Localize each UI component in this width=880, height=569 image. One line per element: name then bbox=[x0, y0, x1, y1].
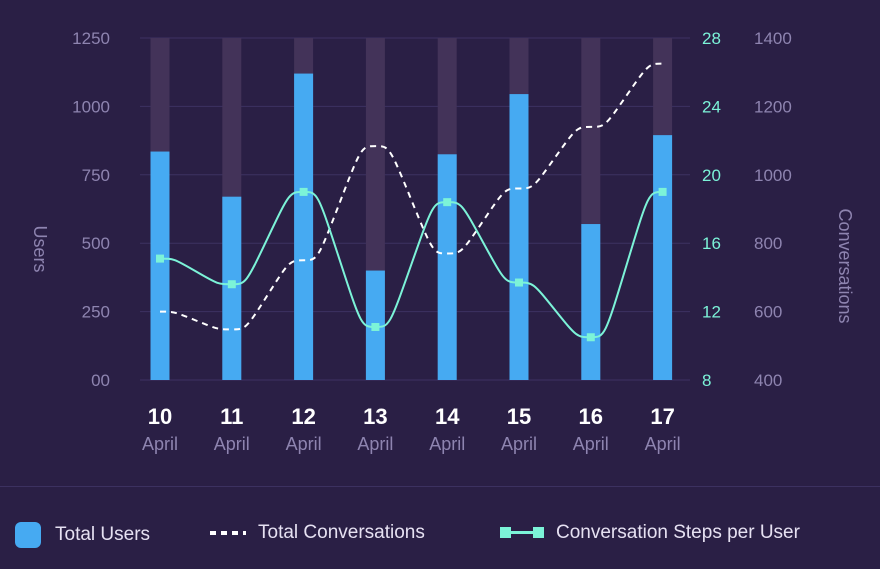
left-tick-label: 00 bbox=[91, 371, 110, 390]
x-tick-label: 11 bbox=[220, 404, 243, 429]
legend-item-conversation-steps[interactable]: Conversation Steps per User bbox=[500, 522, 800, 544]
bar bbox=[653, 135, 672, 380]
steps-marker bbox=[300, 188, 308, 196]
left-tick-label: 1000 bbox=[72, 97, 110, 116]
legend-label-total-users: Total Users bbox=[55, 524, 150, 546]
right-inner-tick-label: 28 bbox=[702, 29, 721, 48]
x-tick-sublabel: April bbox=[573, 434, 609, 454]
dashed-line-swatch-icon bbox=[210, 531, 246, 535]
x-tick-label: 14 bbox=[435, 404, 460, 429]
left-tick-label: 500 bbox=[82, 234, 110, 253]
right-outer-tick-label: 800 bbox=[754, 234, 782, 253]
steps-marker bbox=[587, 333, 595, 341]
x-tick-sublabel: April bbox=[214, 434, 250, 454]
x-tick-sublabel: April bbox=[645, 434, 681, 454]
x-tick-label: 17 bbox=[650, 404, 674, 429]
bar bbox=[294, 74, 313, 380]
steps-marker bbox=[156, 255, 164, 263]
steps-marker bbox=[515, 279, 523, 287]
right-outer-tick-label: 400 bbox=[754, 371, 782, 390]
bar bbox=[581, 224, 600, 380]
left-axis-title: Users bbox=[30, 225, 50, 272]
x-tick-sublabel: April bbox=[429, 434, 465, 454]
right-inner-tick-label: 12 bbox=[702, 303, 721, 322]
x-tick-sublabel: April bbox=[142, 434, 178, 454]
left-tick-label: 1250 bbox=[72, 29, 110, 48]
bar bbox=[151, 152, 170, 380]
marker-line-swatch-icon bbox=[500, 526, 544, 540]
chart: 00 8 400 250 12 600 500 16 800 750 20 1000 1000 24 120… bbox=[0, 0, 880, 486]
left-tick-label: 250 bbox=[82, 303, 110, 322]
total-users-swatch-icon bbox=[15, 522, 41, 548]
steps-marker bbox=[228, 280, 236, 288]
right-outer-tick-label: 1400 bbox=[754, 29, 792, 48]
legend: Total Users Total Conversations Conversa… bbox=[0, 520, 880, 554]
right-inner-tick-label: 8 bbox=[702, 371, 711, 390]
left-tick-label: 750 bbox=[82, 166, 110, 185]
x-tick-label: 16 bbox=[579, 404, 603, 429]
right-outer-tick-label: 1000 bbox=[754, 166, 792, 185]
x-tick-label: 15 bbox=[507, 404, 531, 429]
steps-marker bbox=[443, 198, 451, 206]
right-inner-tick-label: 16 bbox=[702, 234, 721, 253]
bar bbox=[438, 154, 457, 380]
axes: 00 8 400 250 12 600 500 16 800 750 20 1000 1000 24 120… bbox=[72, 29, 792, 454]
x-tick-sublabel: April bbox=[286, 434, 322, 454]
right-axis-title: Conversations bbox=[835, 208, 855, 323]
x-tick-label: 13 bbox=[363, 404, 387, 429]
x-tick-sublabel: April bbox=[357, 434, 393, 454]
right-outer-tick-label: 600 bbox=[754, 303, 782, 322]
legend-item-total-users[interactable]: Total Users bbox=[15, 522, 150, 548]
legend-divider bbox=[0, 486, 880, 487]
legend-label-total-conversations: Total Conversations bbox=[258, 522, 425, 544]
steps-marker bbox=[659, 188, 667, 196]
right-inner-tick-label: 24 bbox=[702, 97, 721, 116]
bar bbox=[510, 94, 529, 380]
x-tick-label: 12 bbox=[291, 404, 315, 429]
steps-marker bbox=[371, 323, 379, 331]
legend-item-total-conversations[interactable]: Total Conversations bbox=[210, 522, 425, 544]
x-tick-label: 10 bbox=[148, 404, 172, 429]
x-tick-sublabel: April bbox=[501, 434, 537, 454]
right-outer-tick-label: 1200 bbox=[754, 97, 792, 116]
legend-label-conversation-steps: Conversation Steps per User bbox=[556, 522, 800, 544]
right-inner-tick-label: 20 bbox=[702, 166, 721, 185]
bar bbox=[222, 197, 241, 380]
